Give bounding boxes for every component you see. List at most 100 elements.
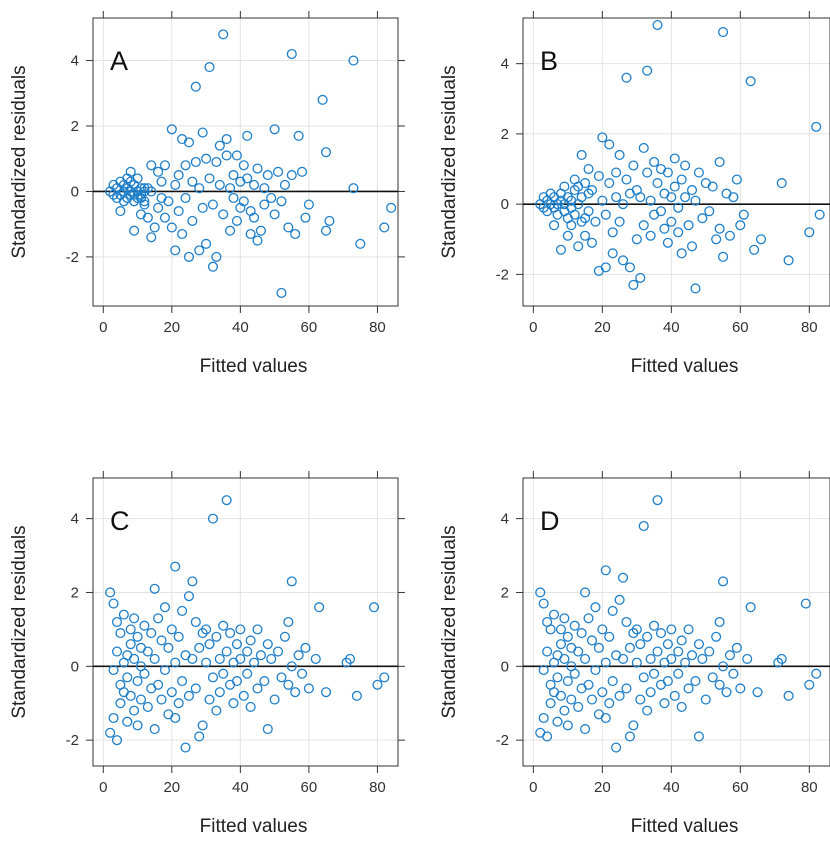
data-point (303, 199, 314, 210)
data-point (221, 646, 232, 657)
data-point (614, 149, 625, 161)
data-point (118, 609, 129, 620)
y-tick-label: 4 (501, 511, 509, 528)
data-point (231, 676, 242, 687)
data-point (662, 639, 673, 650)
data-point (249, 657, 260, 668)
data-point (707, 181, 718, 192)
data-point (545, 698, 556, 709)
data-point (183, 251, 195, 262)
data-point (559, 181, 570, 192)
data-point (372, 679, 383, 690)
data-point (170, 179, 181, 190)
y-tick-label: 0 (501, 196, 509, 213)
data-point (804, 679, 815, 690)
data-point (576, 628, 587, 639)
data-point (118, 196, 129, 207)
x-tick-label: 0 (529, 319, 537, 336)
data-point (221, 134, 232, 145)
data-point (569, 668, 580, 679)
data-point (652, 495, 663, 506)
data-point (673, 646, 684, 657)
data-point (711, 631, 722, 642)
data-point (252, 163, 263, 174)
data-point (617, 199, 629, 210)
data-point (386, 202, 397, 213)
data-point (583, 188, 594, 199)
data-point (125, 690, 136, 701)
data-point (721, 687, 732, 698)
data-point (649, 620, 660, 631)
x-tick-label: 80 (801, 779, 818, 796)
x-tick-label: 40 (663, 779, 680, 796)
data-point (166, 624, 177, 635)
data-point (286, 48, 297, 60)
data-point (187, 653, 198, 664)
data-point (156, 176, 167, 187)
data-point (201, 238, 212, 249)
data-point (583, 163, 594, 175)
data-point (607, 248, 618, 259)
data-point (231, 639, 242, 650)
panel-letter: C (110, 506, 130, 536)
data-point (600, 712, 611, 724)
data-point (617, 653, 629, 664)
x-tick-label: 20 (594, 779, 611, 796)
data-point (538, 664, 549, 676)
data-point (269, 124, 280, 135)
data-point (562, 631, 573, 642)
data-point (728, 192, 739, 203)
data-point (276, 672, 287, 683)
data-point (249, 179, 260, 190)
data-point (146, 232, 157, 243)
data-point (580, 587, 591, 598)
x-axis-title: Fitted values (631, 356, 739, 377)
data-point (135, 694, 147, 705)
data-point (631, 234, 642, 245)
data-point (586, 237, 598, 248)
plot-frame (522, 477, 830, 767)
data-point (593, 642, 604, 653)
data-point (163, 642, 174, 653)
data-point (604, 631, 615, 642)
data-point (129, 705, 140, 716)
data-point (742, 653, 753, 664)
data-point (111, 735, 123, 746)
data-point (273, 646, 284, 657)
data-point (738, 209, 749, 220)
data-point (245, 635, 256, 646)
data-point (628, 279, 639, 290)
y-axis-title: Standardized residuals (439, 65, 460, 258)
x-tick-label: 60 (732, 319, 749, 336)
data-point (379, 222, 390, 233)
data-point (105, 727, 116, 738)
data-point (317, 94, 328, 105)
data-point (811, 121, 822, 132)
panel-c: 0 20 40 60 80 -2 0 2 4 C Fitted values Standardized… (9, 471, 405, 837)
data-point (276, 287, 287, 298)
data-point (680, 160, 691, 171)
y-axis-title: Standardized residuals (9, 65, 30, 258)
data-point (580, 653, 591, 664)
data-point (683, 683, 694, 694)
data-point (355, 238, 366, 249)
data-point (214, 687, 225, 698)
x-tick-label: 80 (369, 779, 386, 796)
data-point (231, 150, 242, 161)
x-tick-label: 60 (732, 779, 749, 796)
data-point (262, 170, 273, 181)
data-point (552, 716, 563, 727)
data-point (649, 668, 660, 679)
data-point (173, 698, 184, 709)
data-point (635, 639, 646, 650)
panel-d: 0 20 40 60 80 -2 0 2 4 D Fitted values Standardized… (439, 471, 830, 837)
y-tick-label: 2 (501, 126, 509, 143)
data-point (187, 576, 198, 587)
data-point (586, 694, 598, 705)
data-point (252, 683, 263, 694)
data-point (590, 602, 601, 613)
panel-letter: A (110, 46, 128, 76)
data-point (156, 635, 167, 646)
y-tick-label: 4 (71, 53, 79, 70)
